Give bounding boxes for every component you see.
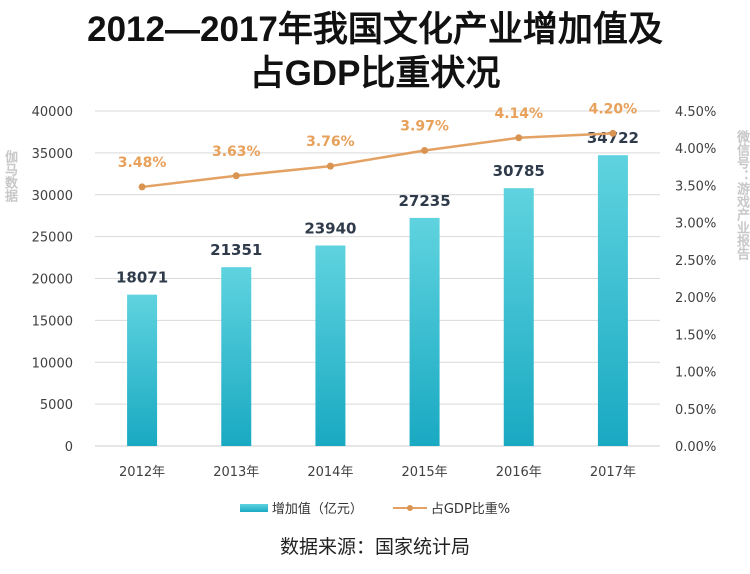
bar <box>221 267 252 446</box>
bar-data-label: 27235 <box>398 192 450 210</box>
right-axis-tick-label: 3.50% <box>675 179 716 194</box>
x-axis: 2012年 2013年 2014年 2015年 2016年 2017年 <box>119 465 636 480</box>
line-data-label: 4.20% <box>589 101 638 117</box>
line-point <box>609 129 617 137</box>
right-axis-tick-label: 4.00% <box>675 142 716 157</box>
chart-title-line-1: 2012—2017年我国文化产业增加值及 <box>87 10 663 49</box>
left-axis-tick-label: 20000 <box>32 273 73 288</box>
left-axis-tick-label: 40000 <box>32 105 73 120</box>
line-point <box>232 172 240 180</box>
line-point <box>326 162 334 170</box>
line-series <box>138 129 617 191</box>
right-axis-tick-label: 2.50% <box>675 254 716 269</box>
right-axis-tick-label: 0.50% <box>675 403 716 418</box>
bar <box>315 245 346 446</box>
right-axis-tick-label: 3.00% <box>675 217 716 232</box>
bar <box>409 217 440 446</box>
x-axis-tick-label: 2015年 <box>402 465 448 480</box>
line-data-label: 3.97% <box>400 118 449 134</box>
bar-data-label: 21351 <box>210 241 262 259</box>
legend-item-line: 占GDP比重% <box>392 498 511 517</box>
left-axis-tick-label: 5000 <box>40 398 73 413</box>
right-axis-tick-label: 1.50% <box>675 328 716 343</box>
bar-series <box>127 155 628 446</box>
line-point <box>138 183 146 191</box>
left-axis-tick-label: 15000 <box>32 314 73 329</box>
right-axis-tick-label: 4.50% <box>675 105 716 120</box>
legend-item-bar: 增加值（亿元） <box>239 498 363 517</box>
left-axis-tick-label: 35000 <box>32 147 73 162</box>
bar-data-label: 30785 <box>493 162 545 180</box>
watermark-sub: 微信号：游戏产业报告 <box>734 130 749 260</box>
x-axis-tick-label: 2013年 <box>213 465 259 480</box>
bar-data-label: 18071 <box>116 269 168 287</box>
line-point <box>421 146 429 154</box>
right-axis-tick-label: 2.00% <box>675 291 716 306</box>
legend: 增加值（亿元） 占GDP比重% <box>0 498 750 517</box>
chart-title-line-2: 占GDP比重状况 <box>249 54 501 93</box>
left-axis-tick-label: 10000 <box>32 356 73 371</box>
line-data-label: 4.14% <box>494 106 543 122</box>
x-axis-tick-label: 2012年 <box>119 465 165 480</box>
legend-label-bar: 增加值（亿元） <box>271 502 363 517</box>
left-axis: 0 5000 10000 15000 20000 25000 30000 35000 40000 <box>32 105 73 455</box>
line-path <box>141 132 613 189</box>
bar <box>503 188 534 446</box>
chart-area: 0 5000 10000 15000 20000 25000 30000 35000 40000… <box>32 101 717 480</box>
line-data-label: 3.63% <box>212 144 261 160</box>
right-axis: 0.00% 0.50% 1.00% 1.50% 2.00% 2.50% 3.00% 3.50%… <box>675 105 716 455</box>
line-data-label: 3.48% <box>118 155 167 171</box>
line-point <box>515 134 523 142</box>
x-axis-tick-label: 2014年 <box>307 465 353 480</box>
left-axis-tick-label: 25000 <box>32 231 73 246</box>
right-axis-tick-label: 1.00% <box>675 366 716 381</box>
data-source-note: 数据来源：国家统计局 <box>279 536 470 558</box>
x-axis-tick-label: 2016年 <box>496 465 542 480</box>
line-data-labels: 3.48% 3.63% 3.76% 3.97% 4.14% 4.20% <box>118 101 637 171</box>
left-axis-tick-label: 30000 <box>32 189 73 204</box>
line-data-label: 3.76% <box>306 134 355 150</box>
bar-data-label: 23940 <box>304 220 356 238</box>
right-axis-tick-label: 0.00% <box>675 440 716 455</box>
bar <box>597 155 628 446</box>
left-axis-tick-label: 0 <box>65 440 73 455</box>
gridlines <box>95 110 660 447</box>
legend-label-line: 占GDP比重% <box>430 502 511 517</box>
bar-swatch-icon <box>239 503 268 512</box>
x-axis-tick-label: 2017年 <box>590 465 636 480</box>
line-marker-swatch-icon <box>392 503 427 513</box>
bar <box>127 294 158 446</box>
watermark-main: 伽马数据 <box>2 150 17 202</box>
